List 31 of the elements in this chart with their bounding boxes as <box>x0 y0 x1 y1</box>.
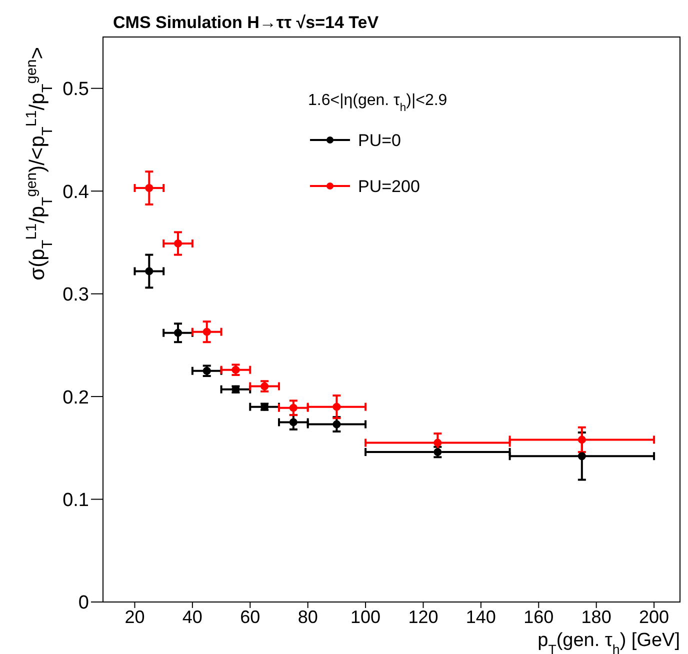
legend-label: PU=0 <box>358 131 401 150</box>
y-tick-label: 0.4 <box>62 182 90 203</box>
point <box>289 404 298 412</box>
point <box>145 267 154 276</box>
x-tick-label: 140 <box>466 606 496 627</box>
x-axis-title: p$_{T}$(gen. τ$_{h}$) [GeV] <box>538 630 680 654</box>
point <box>289 418 298 426</box>
x-tick-label: 200 <box>639 606 670 627</box>
x-tick-label: 120 <box>408 606 438 627</box>
x-tick-label: 100 <box>350 606 381 627</box>
x-tick-label: 80 <box>298 606 318 627</box>
legend-label: PU=200 <box>358 177 420 196</box>
x-tick-label: 60 <box>240 606 260 627</box>
x-tick-label: 40 <box>182 606 202 627</box>
point <box>202 328 211 336</box>
x-tick-label: 160 <box>524 606 554 627</box>
point <box>578 436 586 444</box>
x-tick-label: 20 <box>124 606 145 627</box>
y-tick-label: 0.2 <box>62 387 89 408</box>
point <box>332 402 341 411</box>
y-tick-label: 0 <box>78 592 89 614</box>
point <box>145 184 154 192</box>
y-tick-label: 0.1 <box>62 490 89 512</box>
chart-title: CMS Simulation H→ττ √s=14 TeV <box>113 13 380 32</box>
y-tick-label: 0.3 <box>62 284 89 306</box>
y-tick-label: 0.5 <box>62 79 89 100</box>
annotation: 1.6<|η(gen. τ$_{h}$)|<2.9 <box>308 92 448 114</box>
point <box>332 420 341 428</box>
x-tick-label: 180 <box>581 606 612 627</box>
point <box>174 328 182 337</box>
point <box>174 239 182 248</box>
